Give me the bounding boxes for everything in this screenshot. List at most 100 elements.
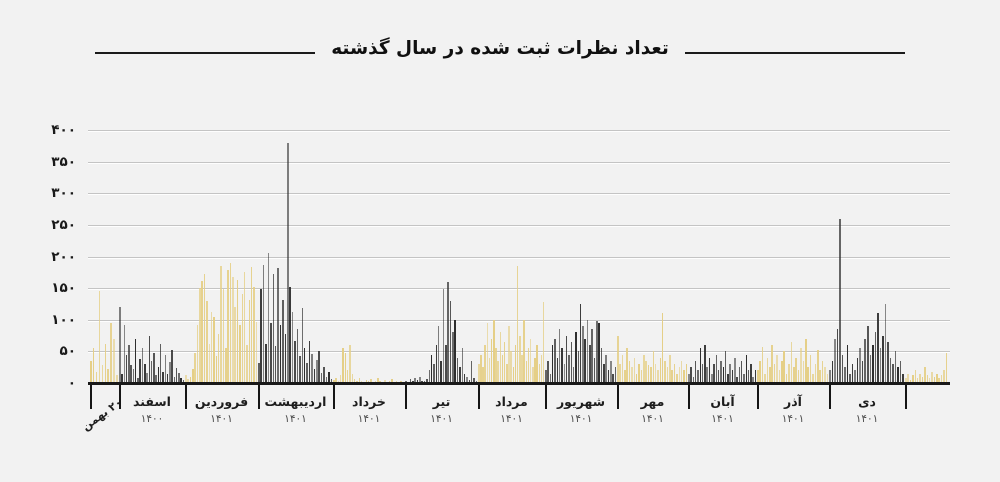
bar xyxy=(856,357,859,383)
bar xyxy=(134,338,137,383)
month-label: اردیبهشت xyxy=(264,394,327,409)
bar xyxy=(558,329,561,383)
bar xyxy=(788,364,790,383)
month-year-label: ۱۴۰۰ xyxy=(140,413,164,425)
bar xyxy=(175,367,178,383)
month-year-label: ۱۴۰۱ xyxy=(500,413,523,425)
bar xyxy=(754,370,757,383)
bar xyxy=(484,345,486,383)
bar xyxy=(241,294,244,383)
bar xyxy=(262,265,265,383)
bar xyxy=(308,341,311,383)
bar xyxy=(790,341,793,383)
bar xyxy=(495,348,497,383)
bar xyxy=(785,373,788,383)
bar xyxy=(933,376,936,383)
bar xyxy=(778,370,781,383)
bar xyxy=(274,346,277,383)
bar xyxy=(661,313,664,383)
bar xyxy=(912,375,914,383)
month-tick xyxy=(829,385,831,409)
bar xyxy=(565,335,568,383)
bar xyxy=(931,371,933,383)
bar xyxy=(433,364,435,383)
bar xyxy=(776,354,778,383)
month-label: اسفند xyxy=(133,394,171,409)
bar xyxy=(299,356,301,383)
bar xyxy=(328,371,330,383)
bar xyxy=(859,348,861,383)
bar xyxy=(575,332,577,383)
bar xyxy=(90,360,92,383)
bar xyxy=(92,348,95,383)
bar xyxy=(549,373,552,383)
bar xyxy=(150,360,153,383)
bar xyxy=(826,373,829,383)
bar xyxy=(187,379,189,383)
bar xyxy=(294,341,296,383)
month-label: مهر xyxy=(640,394,665,409)
bar xyxy=(676,373,678,383)
month-year-label: ۱۴۰۱ xyxy=(284,413,307,425)
bar xyxy=(902,373,904,383)
bar xyxy=(301,308,304,383)
bar xyxy=(841,354,844,383)
bar xyxy=(809,354,812,383)
bar xyxy=(683,370,685,383)
bar xyxy=(514,345,517,383)
bar xyxy=(503,341,506,383)
bar xyxy=(166,374,169,383)
bar xyxy=(199,288,201,383)
bar xyxy=(628,360,631,383)
bar xyxy=(814,364,817,383)
month-label: مرداد xyxy=(495,394,528,409)
bar xyxy=(747,370,750,383)
month-tick xyxy=(405,385,407,409)
bar xyxy=(405,380,407,383)
bar xyxy=(536,345,538,383)
bar xyxy=(217,333,220,383)
bar xyxy=(289,286,291,383)
bar xyxy=(318,351,320,383)
bar xyxy=(470,360,473,383)
bar xyxy=(666,367,669,383)
bar xyxy=(589,345,591,383)
bar xyxy=(351,373,354,383)
bar xyxy=(506,364,508,383)
bar xyxy=(704,345,706,383)
bar xyxy=(831,360,834,383)
bar xyxy=(475,380,478,383)
bar xyxy=(600,348,603,383)
bar xyxy=(201,280,203,383)
bar xyxy=(945,352,948,383)
bar xyxy=(664,360,666,383)
bar xyxy=(521,354,523,383)
bar xyxy=(519,335,521,383)
gridline-200 xyxy=(88,256,950,258)
month-tick xyxy=(258,385,260,409)
y-axis-label: ۳۵۰ xyxy=(51,153,76,170)
month-tick xyxy=(545,385,547,409)
bar xyxy=(463,373,466,383)
bar xyxy=(750,364,752,383)
bar xyxy=(296,328,299,383)
bar xyxy=(141,348,144,383)
bar xyxy=(759,360,761,383)
bar xyxy=(255,322,258,383)
bar xyxy=(793,367,795,383)
bar xyxy=(769,367,771,383)
bar xyxy=(461,348,464,383)
bar xyxy=(325,376,328,383)
bar xyxy=(817,350,819,383)
bar xyxy=(339,375,342,383)
month-tick xyxy=(90,385,92,409)
gridline-50 xyxy=(88,351,950,353)
bar xyxy=(178,372,180,383)
bar xyxy=(499,332,502,383)
bar xyxy=(220,266,222,383)
bar xyxy=(490,338,493,383)
bar xyxy=(708,357,711,383)
bar xyxy=(584,338,586,383)
bar xyxy=(395,380,398,383)
